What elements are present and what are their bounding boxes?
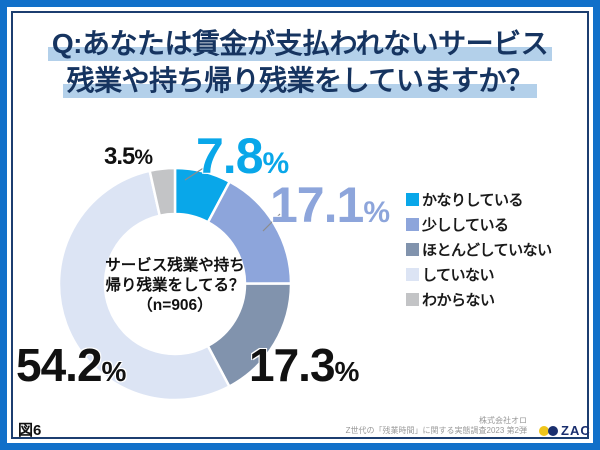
legend-label: かなりしている	[422, 192, 524, 209]
percent-sign: %	[262, 147, 290, 180]
legend-swatch-icon	[406, 193, 419, 206]
legend-label: わからない	[422, 292, 495, 309]
leader-line-kanari	[184, 166, 206, 181]
legend-label: していない	[422, 267, 495, 284]
legend-item-3: ほとんどしていない	[406, 242, 552, 259]
percent-value: 17.3	[249, 339, 336, 391]
percent-sign: %	[101, 356, 127, 387]
zac-logo: ZAC	[539, 423, 591, 438]
percent-label-shiteinai: 54.2%	[16, 342, 126, 388]
legend-item-5: わからない	[406, 292, 552, 309]
percent-label-kanari: 7.8%	[196, 131, 289, 181]
legend-item-2: 少ししている	[406, 217, 552, 234]
donut-chart	[57, 166, 293, 402]
question-title-row2: 残業や持ち帰り残業をしていますか？	[13, 62, 587, 99]
figure-number-label: 図6	[18, 422, 42, 439]
percent-label-hotondo: 17.3%	[249, 342, 359, 388]
leader-line-sukoshi	[262, 213, 281, 232]
donut-slice-わからない	[148, 166, 177, 217]
percent-sign: %	[363, 196, 391, 229]
logo-text: ZAC	[561, 423, 591, 438]
legend-label: 少ししている	[422, 217, 509, 234]
percent-sign: %	[334, 356, 360, 387]
question-title-row1: Q:あなたは賃金が支払われないサービス	[13, 25, 587, 62]
percent-value: 54.2	[16, 339, 103, 391]
donut-center-line1: サービス残業や持ち	[105, 257, 245, 274]
legend-swatch-icon	[406, 243, 419, 256]
legend-item-4: していない	[406, 267, 552, 284]
logo-navy-dot-icon	[548, 425, 558, 436]
legend-swatch-icon	[406, 218, 419, 231]
legend-swatch-icon	[406, 268, 419, 281]
percent-value: 7.8	[196, 128, 264, 184]
donut-slice-していない	[57, 169, 231, 402]
percent-value: 17.1	[270, 177, 364, 233]
percent-sign: %	[134, 146, 154, 169]
donut-center-line2: 帰り残業をしてる？	[105, 277, 245, 294]
credit-survey-title: Z世代の「残業時間」に関する実態調査2023 第2弾	[345, 426, 527, 435]
question-title-line2: 残業や持ち帰り残業をしていますか？	[62, 65, 538, 98]
question-title-line1: Q:あなたは賃金が支払われないサービス	[47, 28, 553, 61]
percent-value: 3.5	[104, 143, 135, 170]
logo-yellow-dot-icon	[539, 425, 549, 436]
survey-credit: 株式会社オロ Z世代の「残業時間」に関する実態調査2023 第2弾	[346, 416, 527, 436]
legend-swatch-icon	[406, 293, 419, 306]
percent-label-sukoshi: 17.1%	[270, 180, 390, 230]
percent-label-wakaranai: 3.5%	[104, 145, 153, 169]
chart-legend: かなりしている 少ししているほとんどしていない していないわからない	[406, 192, 552, 309]
credit-company: 株式会社オロ	[479, 416, 527, 425]
legend-label: ほとんどしていない	[422, 242, 552, 259]
legend-item-1: かなりしている	[406, 192, 552, 209]
question-title: Q:あなたは賃金が支払われないサービス 残業や持ち帰り残業をしていますか？	[13, 25, 587, 99]
donut-slices	[57, 166, 293, 402]
donut-center-line3: （n=906）	[137, 297, 213, 314]
donut-center-label: サービス残業や持ち 帰り残業をしてる？ （n=906）	[85, 256, 265, 316]
